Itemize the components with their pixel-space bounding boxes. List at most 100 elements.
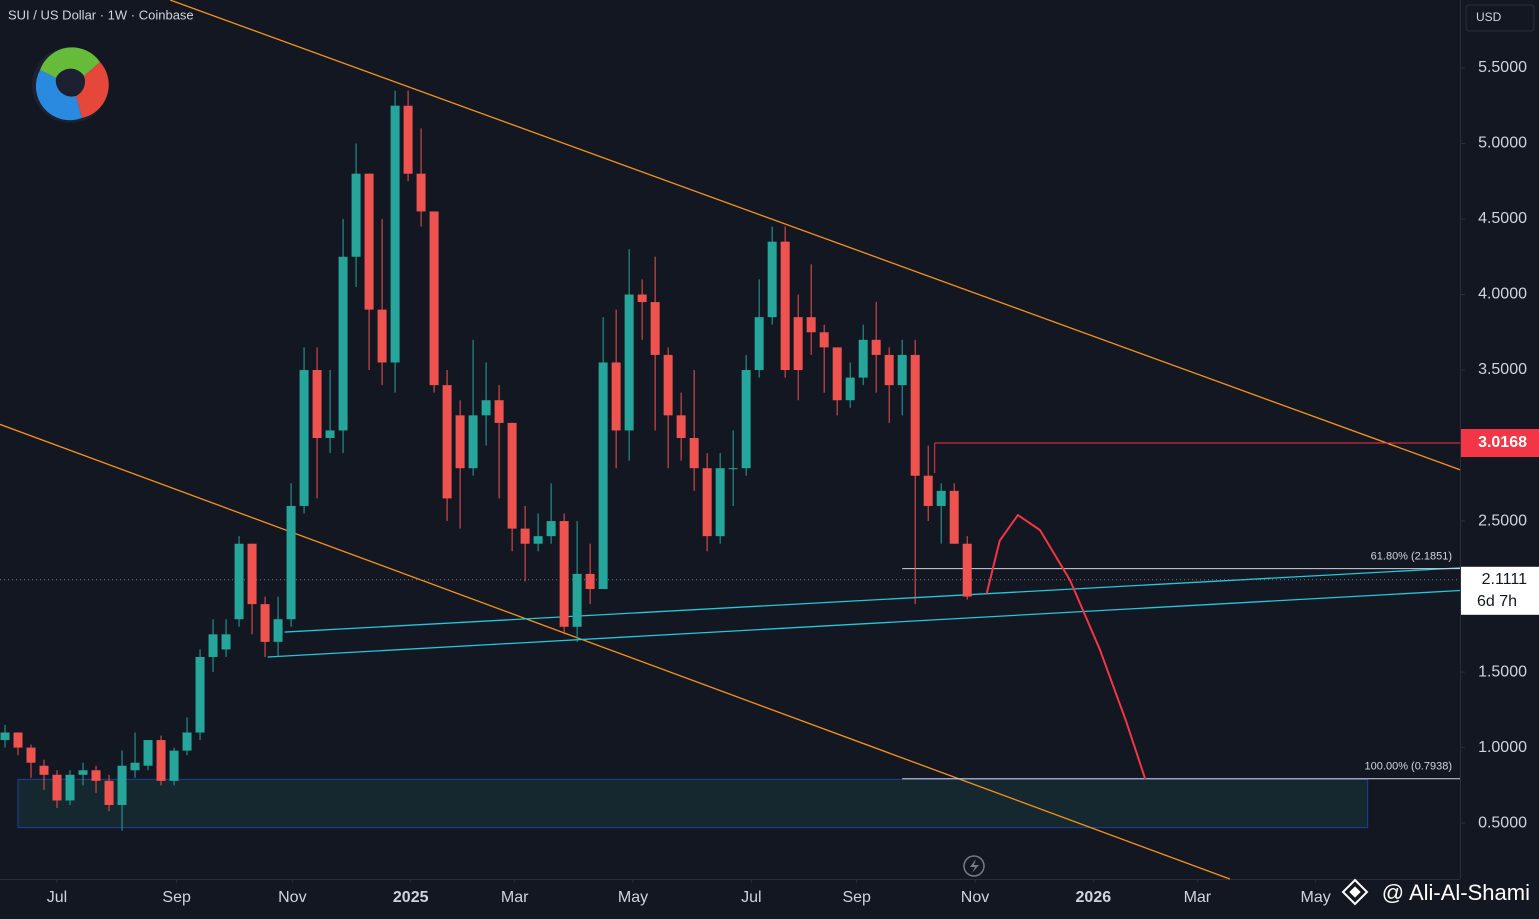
- candle-body: [572, 573, 582, 627]
- candle-body: [403, 105, 413, 174]
- trendline: [267, 589, 1461, 658]
- candle-body: [104, 780, 114, 805]
- candle-body: [897, 354, 907, 386]
- candle-body: [624, 294, 634, 431]
- candle-body: [637, 294, 647, 303]
- candle-body: [182, 732, 192, 751]
- candle-body: [949, 490, 959, 544]
- candle-body: [39, 765, 49, 775]
- candle-body: [754, 317, 764, 371]
- candle-body: [221, 634, 231, 650]
- candle-body: [26, 747, 36, 763]
- candle-body: [52, 774, 62, 801]
- candle-body: [117, 765, 127, 805]
- watermark-icon: [1341, 878, 1369, 906]
- candle-body: [130, 762, 140, 771]
- candle-body: [234, 543, 244, 620]
- candle-body: [546, 521, 556, 537]
- candle-body: [663, 354, 673, 416]
- currency: USD: [1476, 10, 1502, 24]
- x-tick-label: Jul: [741, 889, 761, 906]
- candle-body: [910, 354, 920, 476]
- x-tick-label: May: [1301, 889, 1331, 906]
- candle-body: [728, 468, 738, 470]
- x-tick-label: Jul: [47, 889, 67, 906]
- countdown: 6d 7h: [1477, 593, 1517, 610]
- x-tick-label: Mar: [1184, 889, 1212, 906]
- candle-body: [468, 415, 478, 469]
- x-tick-label: Nov: [961, 889, 989, 906]
- x-tick-label: 2026: [1076, 889, 1112, 906]
- candle-body: [559, 521, 569, 627]
- y-tick-label: 1.5000: [1478, 663, 1527, 680]
- candle-body: [494, 400, 504, 423]
- candle-body: [598, 362, 608, 590]
- candle-body: [0, 732, 10, 741]
- fib-label: 100.00% (0.7938): [1365, 761, 1452, 773]
- last-price-label: 2.1111: [1482, 571, 1527, 588]
- candle-body: [416, 173, 426, 212]
- target-price-box: [1461, 429, 1539, 458]
- candle-body: [91, 770, 101, 781]
- candle-body: [702, 468, 712, 537]
- candle-body: [351, 173, 361, 257]
- candle-body: [962, 543, 972, 597]
- candle-body: [793, 317, 803, 371]
- chart-title: SUI / US Dollar · 1W · Coinbase: [8, 7, 194, 22]
- candle-body: [819, 332, 829, 348]
- candle-body: [806, 317, 816, 333]
- candle-body: [455, 415, 465, 469]
- fib-label: 61.80% (2.1851): [1371, 551, 1452, 563]
- plot-area: 61.80% (2.1851) 100.00% (0.7938): [0, 0, 1461, 880]
- x-tick-label: Sep: [162, 889, 191, 906]
- candle-body: [585, 573, 595, 590]
- trendline: [0, 423, 1231, 880]
- y-tick-label: 4.0000: [1478, 286, 1527, 303]
- watermark: @ Ali-Al-Shami: [1382, 880, 1530, 905]
- candle-body: [377, 309, 387, 363]
- candle-body: [78, 770, 88, 775]
- candle-body: [156, 740, 166, 781]
- candle-body: [650, 302, 660, 355]
- candle-body: [884, 354, 894, 386]
- candle-body: [923, 475, 933, 506]
- candle-body: [741, 370, 751, 469]
- y-tick-label: 5.5000: [1478, 59, 1527, 76]
- currency-box[interactable]: [1465, 4, 1535, 32]
- candle-body: [260, 604, 270, 642]
- candle-body: [481, 400, 491, 416]
- candle-body: [533, 536, 543, 544]
- candle-body: [325, 430, 335, 438]
- candle-body: [871, 339, 881, 355]
- candle-body: [338, 256, 348, 431]
- candle-body: [286, 505, 296, 620]
- candle-body: [520, 528, 530, 544]
- target-price-label: 3.0168: [1478, 434, 1527, 451]
- y-tick-label: 5.0000: [1478, 135, 1527, 152]
- replay-icon: [963, 855, 985, 877]
- candle-body: [858, 339, 868, 378]
- candle-body: [13, 732, 23, 748]
- candle-body: [442, 385, 452, 499]
- candle-body: [845, 377, 855, 401]
- x-tick-label: Nov: [278, 889, 306, 906]
- candle-body: [247, 543, 257, 605]
- candle-body: [676, 415, 686, 438]
- x-tick-label: 2025: [393, 889, 429, 906]
- candle-body: [832, 347, 842, 401]
- x-tick-label: May: [618, 889, 648, 906]
- candle-body: [195, 656, 205, 733]
- candle-body: [390, 105, 400, 363]
- x-tick-label: Mar: [501, 889, 529, 906]
- candle-body: [689, 437, 699, 469]
- trendline: [169, 0, 1461, 471]
- demand-zone: [17, 778, 1369, 829]
- candle-body: [429, 211, 439, 386]
- candle-body: [767, 241, 777, 318]
- trendline: [284, 567, 1461, 633]
- candle-body: [780, 241, 790, 371]
- y-tick-label: 2.5000: [1478, 512, 1527, 529]
- candle-body: [208, 634, 218, 657]
